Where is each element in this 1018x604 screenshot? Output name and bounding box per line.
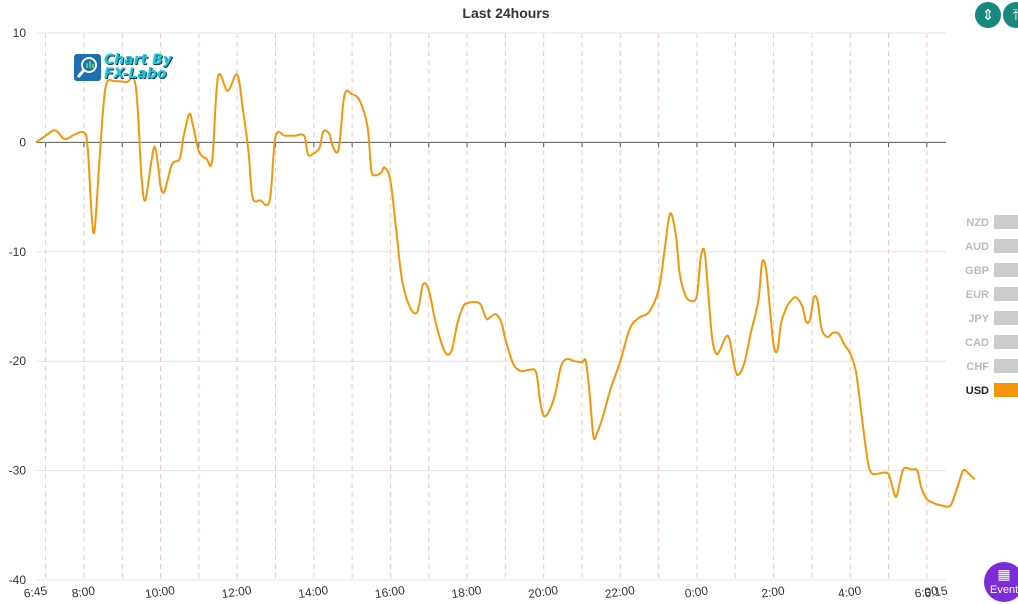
legend-swatch (994, 359, 1018, 373)
legend-label: JPY (968, 313, 989, 325)
x-tick-label: 6:45 (23, 583, 48, 600)
x-tick-label: 10:00 (144, 583, 176, 601)
legend-item-nzd[interactable]: NZD (966, 215, 1018, 229)
x-tick-label: 18:00 (451, 583, 483, 601)
legend-swatch (994, 335, 1018, 349)
y-tick-label: -40 (9, 573, 27, 587)
legend-swatch (994, 263, 1018, 277)
x-tick-label: 14:00 (297, 583, 329, 601)
x-tick-label: 6:00 (914, 583, 939, 600)
series-line-usd (35, 73, 976, 508)
legend[interactable]: NZD AUD GBP EUR JPY CAD CHF USD (965, 215, 1018, 397)
magnifier-chart-icon (74, 54, 101, 81)
legend-item-gbp[interactable]: GBP (965, 263, 1018, 277)
legend-item-chf[interactable]: CHF (966, 359, 1018, 373)
y-axis: 10 0 -10 -20 -30 -40 (9, 26, 27, 587)
legend-item-aud[interactable]: AUD (965, 239, 1018, 253)
x-tick-label: 22:00 (604, 583, 636, 601)
x-tick-label: 16:00 (374, 583, 406, 601)
series-layer (35, 73, 976, 508)
logo-line-2: FX-Labo (104, 66, 167, 82)
legend-label: AUD (965, 241, 989, 253)
y-tick-label: 10 (13, 26, 27, 40)
expand-vertical-button[interactable]: ⇕ (975, 2, 1001, 28)
expand-vertical-icon: ⇕ (981, 6, 995, 24)
x-tick-label: 6:15 (923, 583, 948, 600)
grid (36, 32, 946, 581)
x-tick-label: 8:00 (71, 583, 96, 600)
legend-swatch (994, 215, 1018, 229)
legend-label: USD (966, 385, 989, 397)
calendar-icon: ▦ (997, 567, 1011, 583)
x-tick-label: 20:00 (527, 583, 559, 601)
y-tick-label: -30 (9, 464, 27, 478)
y-tick-label: -10 (9, 245, 27, 259)
logo-line-1: Chart By (104, 52, 172, 68)
logo-text: Chart By FX-Labo (104, 53, 172, 81)
fx-labo-logo: Chart By FX-Labo (74, 53, 174, 85)
legend-item-jpy[interactable]: JPY (968, 311, 1018, 325)
legend-swatch (994, 287, 1018, 301)
legend-label: CHF (966, 361, 989, 373)
chart-title: Last 24hours (462, 5, 549, 21)
legend-item-cad[interactable]: CAD (965, 335, 1018, 349)
x-tick-label: 4:00 (837, 583, 862, 600)
legend-label: GBP (965, 265, 989, 277)
y-tick-label: -20 (9, 354, 27, 368)
y-tick-label: 0 (19, 135, 26, 149)
legend-item-usd[interactable]: USD (966, 383, 1018, 397)
event-label: Event (990, 584, 1018, 596)
x-tick-label: 2:00 (760, 583, 785, 600)
event-button[interactable]: ▦ Event (984, 562, 1018, 602)
legend-label: NZD (966, 217, 989, 229)
x-tick-label: 0:00 (684, 583, 709, 600)
fit-height-button[interactable]: ⤒ (1003, 2, 1018, 28)
legend-swatch (994, 239, 1018, 253)
legend-label: EUR (966, 289, 989, 301)
x-axis: 6:45 8:00 10:00 12:00 14:00 16:00 18:00 20:00 22… (23, 583, 949, 601)
x-tick-label: 12:00 (221, 583, 253, 601)
legend-label: CAD (965, 337, 989, 349)
legend-item-eur[interactable]: EUR (966, 287, 1018, 301)
legend-swatch (994, 383, 1018, 397)
legend-swatch (994, 311, 1018, 325)
fit-height-icon: ⤒ (1012, 6, 1018, 24)
